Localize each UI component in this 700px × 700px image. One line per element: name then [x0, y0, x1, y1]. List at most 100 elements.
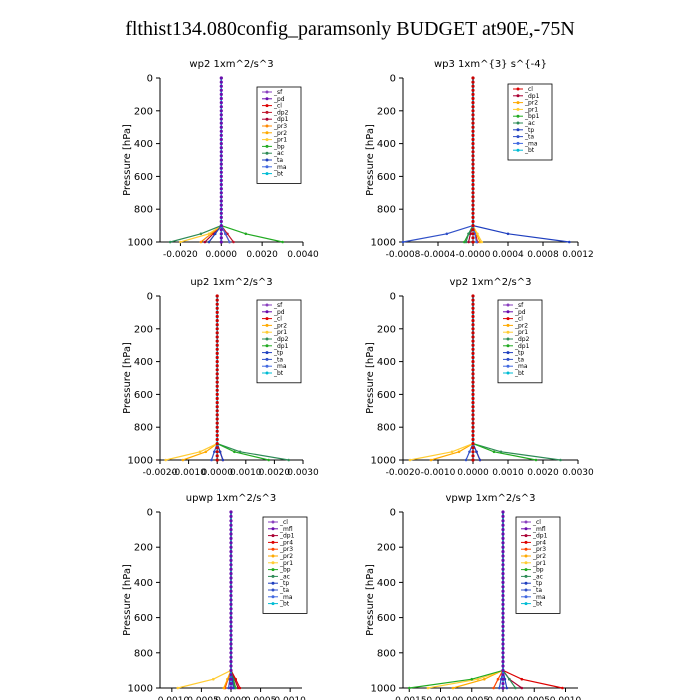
x-tick-label: -0.0008: [386, 250, 421, 260]
series-point: [244, 232, 248, 236]
zero-profile-point: [229, 646, 233, 651]
zero-profile-point: [471, 133, 475, 137]
legend-entry: _ta: [514, 356, 524, 363]
x-tick-label: 0.0010: [230, 468, 262, 478]
zero-profile-point: [471, 433, 475, 437]
page-title: flthist134.080config_paramsonly BUDGET a…: [125, 18, 575, 40]
series-line-pr1: [180, 78, 222, 243]
legend-marker: [265, 310, 269, 314]
y-tick-label: 200: [134, 106, 153, 117]
zero-profile-point: [501, 589, 505, 593]
legend-marker: [265, 371, 269, 375]
legend-entry: _tp: [273, 350, 283, 357]
zero-profile-point: [501, 558, 505, 563]
legend-marker: [524, 588, 528, 592]
zero-profile-point: [219, 133, 223, 137]
zero-profile-point: [471, 437, 475, 442]
zero-profile-point: [471, 191, 475, 195]
x-tick-label: -0.0020: [143, 468, 178, 478]
legend-marker: [524, 534, 528, 538]
chart-title: wp3 1xm^{3} s^{-4}: [434, 59, 547, 70]
zero-profile-point: [229, 629, 233, 633]
zero-profile-point: [471, 310, 475, 314]
series-point: [492, 686, 495, 690]
legend-marker: [265, 90, 269, 94]
zero-profile-point: [501, 616, 505, 620]
zero-profile-point: [471, 319, 475, 323]
series-point: [221, 458, 225, 462]
legend-marker: [265, 138, 269, 142]
y-axis-label: Pressure [hPa]: [122, 564, 133, 636]
zero-profile-point: [471, 154, 475, 158]
legend-box: [497, 299, 543, 384]
zero-profile-point: [501, 510, 505, 514]
zero-profile-point: [471, 355, 475, 360]
series-line-pr2: [208, 78, 222, 243]
zero-profile-point: [219, 166, 223, 170]
legend-marker: [516, 148, 520, 152]
zero-profile-point: [229, 576, 233, 580]
legend-entry: _ma: [532, 594, 546, 601]
series-point: [505, 686, 509, 690]
zero-profile-point: [215, 298, 219, 302]
zero-profile-point: [219, 228, 223, 232]
zero-profile-point: [219, 158, 223, 162]
zero-profile-point: [215, 396, 219, 401]
legend-marker: [265, 144, 269, 148]
zero-profile-point: [501, 550, 505, 554]
legend-marker: [265, 104, 269, 108]
zero-profile-point: [471, 215, 475, 219]
zero-profile-point: [229, 528, 233, 532]
series-point: [210, 458, 213, 462]
zero-profile-point: [471, 195, 475, 199]
zero-profile-point: [471, 396, 475, 401]
series-line-pr1: [409, 296, 474, 461]
series-point: [478, 458, 482, 462]
legend-box: [262, 516, 308, 614]
legend-entry: _ma: [279, 594, 293, 601]
zero-profile-point: [471, 454, 475, 458]
zero-profile-point: [229, 523, 233, 527]
x-tick-label: 0.0000: [457, 468, 489, 478]
zero-profile-point: [229, 633, 233, 637]
legend-entry: _sf: [273, 89, 283, 96]
zero-profile-point: [471, 335, 475, 339]
zero-profile-point: [471, 105, 475, 109]
series-point: [506, 232, 510, 236]
y-tick-label: 400: [134, 578, 153, 589]
zero-profile-point: [229, 580, 233, 585]
legend-entry: _ta: [273, 356, 283, 363]
x-tick-label: 0.0004: [492, 250, 524, 260]
zero-profile-point: [215, 433, 219, 437]
zero-profile-point: [219, 92, 223, 96]
zero-profile-point: [501, 682, 505, 686]
series-line-pr1: [177, 512, 232, 689]
zero-profile-point: [471, 101, 475, 105]
series-point: [469, 232, 472, 236]
zero-profile-point: [471, 458, 475, 462]
zero-profile-point: [471, 401, 475, 405]
zero-profile-point: [471, 323, 475, 327]
chart-title: upwp 1xm^2/s^3: [186, 493, 276, 504]
series-line-pr3: [200, 78, 222, 243]
zero-profile-point: [501, 607, 505, 611]
zero-profile-point: [215, 392, 219, 396]
legend-entry: _bt: [524, 147, 535, 154]
zero-profile-point: [471, 429, 475, 433]
legend-entry: _ac: [279, 573, 290, 580]
zero-profile-point: [215, 310, 219, 314]
legend-marker: [265, 323, 269, 327]
y-tick-label: 0: [147, 74, 153, 85]
chart-panel-3: vp2 1xm^2/s^3 Pressure [hPa] 0 200 400 600 800…: [365, 277, 594, 478]
zero-profile-point: [219, 191, 223, 195]
zero-profile-point: [229, 554, 233, 558]
legend-marker: [265, 337, 269, 341]
zero-profile-point: [229, 677, 233, 681]
y-tick-label: 1000: [128, 684, 153, 695]
zero-profile-point: [219, 84, 223, 88]
series-point: [176, 686, 180, 690]
zero-profile-point: [215, 355, 219, 360]
legend-marker: [265, 117, 269, 121]
zero-profile-point: [229, 655, 233, 659]
legend-entry: _ma: [524, 140, 538, 147]
